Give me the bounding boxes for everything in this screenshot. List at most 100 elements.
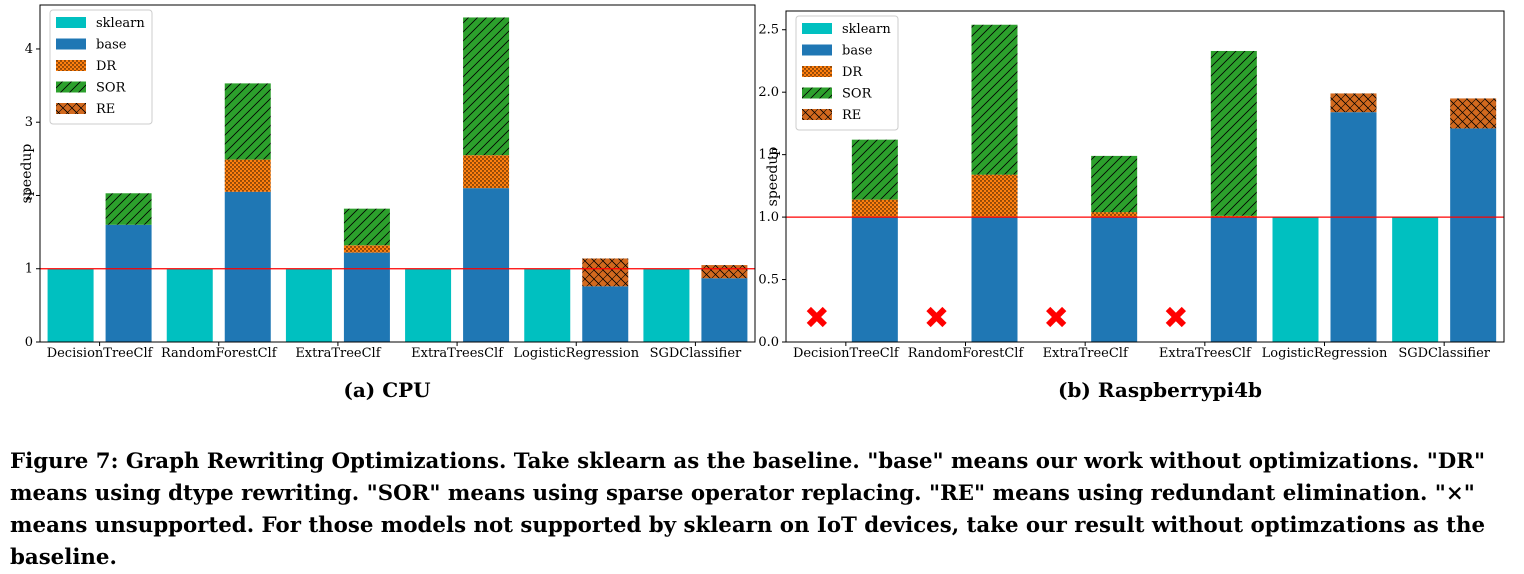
x-tick-label: RandomForestClf — [908, 346, 1025, 361]
x-tick-label: DecisionTreeClf — [47, 346, 154, 361]
y-tick-label: 2 — [25, 188, 33, 203]
bar-base — [105, 224, 152, 342]
bar-sklearn — [47, 268, 94, 342]
bar-base — [1210, 217, 1257, 342]
bar-sklearn — [524, 268, 571, 342]
legend-label-sklearn: sklearn — [96, 16, 145, 31]
legend-swatch-SOR — [802, 87, 832, 99]
bar-base — [851, 217, 898, 342]
bar-base — [343, 252, 390, 342]
x-tick-label: ExtraTreesClf — [411, 346, 504, 361]
unsupported-marker — [1046, 306, 1067, 328]
bar-sklearn — [1272, 217, 1319, 342]
unsupported-marker — [926, 306, 947, 328]
legend-swatch-DR — [56, 60, 86, 71]
bar-base — [582, 286, 629, 342]
bar-RE — [701, 265, 748, 279]
unsupported-marker — [1165, 306, 1186, 328]
bar-base — [224, 191, 271, 342]
legend-label-SOR: SOR — [842, 87, 873, 102]
legend-label-SOR: SOR — [96, 81, 127, 96]
y-tick-label: 3 — [25, 115, 33, 130]
bar-base — [1091, 217, 1138, 342]
y-tick-label: 0.5 — [758, 273, 779, 288]
legend-swatch-sklearn — [56, 17, 86, 28]
plot-frame — [39, 4, 756, 343]
x-tick-label: LogisticRegression — [1262, 346, 1388, 361]
bar-DR — [1091, 212, 1138, 218]
bar-RE — [582, 258, 629, 287]
bar-base — [701, 278, 748, 342]
plot-frame — [785, 10, 1505, 343]
y-tick-label: 1.5 — [758, 148, 779, 163]
cpu-chart-title: (a) CPU — [343, 378, 431, 402]
unsupported-marker-stroke — [1046, 306, 1067, 328]
bar-SOR — [463, 17, 510, 156]
unsupported-marker-stroke — [926, 306, 947, 328]
bar-SOR — [1210, 50, 1257, 216]
legend: sklearn base DR SOR RE — [795, 15, 899, 131]
bar-SOR — [224, 83, 271, 160]
legend-label-RE: RE — [96, 102, 115, 117]
bar-DR — [463, 155, 510, 189]
bar-RE — [1450, 98, 1497, 129]
x-tick-label: RandomForestClf — [161, 346, 278, 361]
bar-sklearn — [166, 268, 213, 342]
cpu-chart: DecisionTreeClf RandomForestClf ExtraTreeC… — [19, 4, 756, 361]
bar-SOR — [105, 193, 152, 225]
unsupported-marker — [806, 306, 827, 328]
y-tick-label: 4 — [25, 42, 33, 57]
legend-swatch-RE — [802, 109, 832, 120]
y-tick-label: 2.0 — [758, 85, 779, 100]
unsupported-marker-stroke — [806, 306, 827, 328]
legend-swatch-RE — [56, 103, 86, 114]
y-axis-label: speedup — [765, 147, 781, 207]
bar-sklearn — [285, 268, 332, 342]
bar-DR — [343, 245, 390, 253]
x-tick-label: DecisionTreeClf — [793, 346, 900, 361]
x-tick-label: ExtraTreeClf — [1043, 346, 1129, 361]
figure-caption: Figure 7: Graph Rewriting Optimizations.… — [10, 449, 1486, 570]
y-tick-label: 0 — [25, 335, 33, 350]
legend-swatch-sklearn — [802, 23, 832, 34]
bar-DR — [971, 174, 1018, 218]
legend-swatch-DR — [802, 66, 832, 77]
bar-sklearn — [1392, 217, 1439, 342]
y-tick-label: 2.5 — [758, 23, 779, 38]
bar-sklearn — [405, 268, 452, 342]
bar-sklearn — [643, 268, 690, 342]
bar-SOR — [851, 139, 898, 200]
raspberrypi4b-chart: DecisionTreeClf RandomForestClf ExtraTreeC… — [758, 10, 1505, 361]
bar-DR — [1210, 215, 1257, 218]
legend-label-DR: DR — [842, 65, 863, 80]
legend: sklearn base DR SOR RE — [49, 9, 153, 125]
y-tick-label: 1.0 — [758, 210, 779, 225]
raspberrypi4b-chart-title: (b) Raspberrypi4b — [1057, 378, 1263, 402]
x-tick-label: ExtraTreeClf — [295, 346, 381, 361]
bar-DR — [224, 159, 271, 192]
x-tick-label: SGDClassifier — [650, 346, 742, 361]
legend-swatch-SOR — [56, 81, 86, 93]
bar-base — [1450, 128, 1497, 342]
x-tick-label: LogisticRegression — [513, 346, 639, 361]
bar-DR — [851, 199, 898, 218]
bar-SOR — [343, 208, 390, 246]
legend-label-base: base — [96, 38, 127, 53]
legend-label-DR: DR — [96, 59, 117, 74]
bar-base — [971, 217, 1018, 342]
legend-swatch-base — [56, 38, 86, 50]
bar-SOR — [1091, 155, 1138, 213]
legend-label-sklearn: sklearn — [842, 22, 891, 37]
legend-label-RE: RE — [842, 108, 861, 123]
y-tick-label: 1 — [25, 262, 33, 277]
bar-base — [463, 188, 510, 342]
y-axis-label: speedup — [19, 144, 35, 204]
bar-RE — [1330, 93, 1377, 113]
x-tick-label: SGDClassifier — [1398, 346, 1490, 361]
unsupported-marker-stroke — [1165, 306, 1186, 328]
bar-base — [1330, 112, 1377, 342]
bar-SOR — [971, 24, 1018, 175]
y-tick-label: 0.0 — [758, 335, 779, 350]
legend-swatch-base — [802, 44, 832, 56]
